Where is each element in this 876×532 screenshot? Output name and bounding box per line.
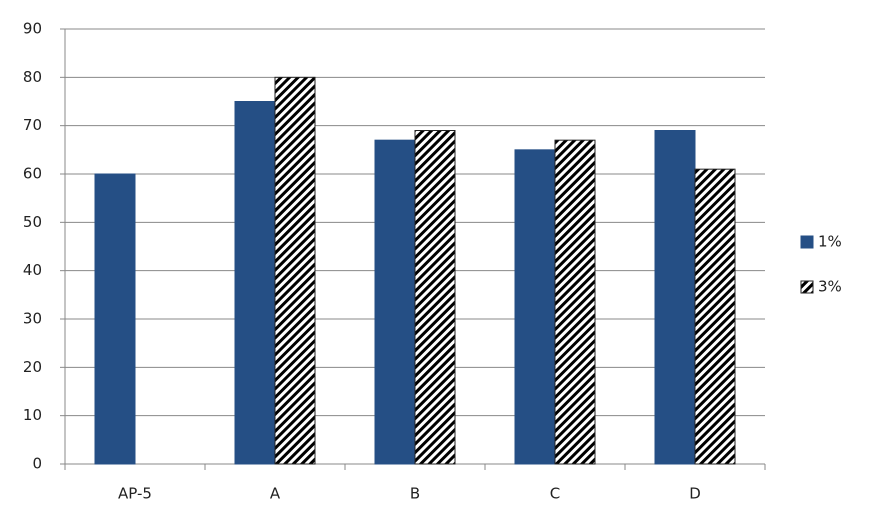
legend-swatch: [800, 235, 814, 249]
legend-swatch: [800, 280, 814, 294]
x-tick-label: B: [410, 485, 420, 503]
bar: [554, 139, 596, 465]
x-tick-label: C: [550, 485, 560, 503]
y-tick-label: 90: [23, 20, 42, 38]
x-tick-label: D: [689, 485, 701, 503]
y-tick-label: 60: [23, 165, 42, 183]
y-tick-label: 10: [23, 406, 42, 424]
x-tick-label: AP-5: [118, 485, 152, 503]
x-tick-label: A: [270, 485, 281, 503]
y-tick-label: 80: [23, 68, 42, 86]
bar: [234, 101, 276, 465]
legend-label: 1%: [818, 233, 842, 251]
y-tick-label: 70: [23, 116, 42, 134]
y-tick-label: 40: [23, 261, 42, 279]
bar: [374, 139, 416, 465]
bar: [654, 130, 696, 465]
y-tick-label: 20: [23, 358, 42, 376]
y-tick-label: 30: [23, 310, 42, 328]
bar: [274, 76, 316, 465]
y-tick-label: 0: [32, 455, 42, 473]
bar: [514, 149, 556, 465]
bar: [414, 130, 456, 465]
bar: [94, 173, 136, 465]
bar: [694, 168, 736, 465]
legend-label: 3%: [818, 278, 842, 296]
y-tick-label: 50: [23, 213, 42, 231]
